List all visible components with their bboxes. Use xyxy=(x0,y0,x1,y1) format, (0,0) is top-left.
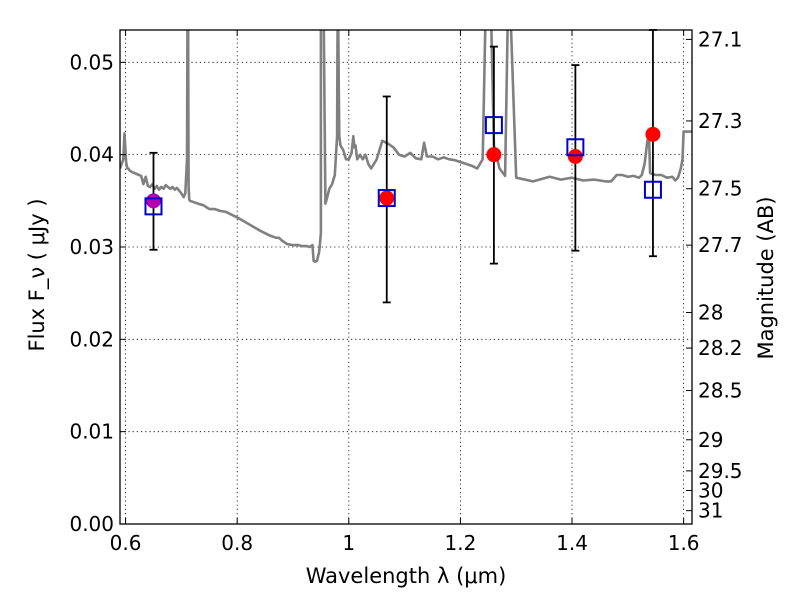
grid xyxy=(120,30,692,525)
right-tick-label: 27.7 xyxy=(698,233,743,257)
observed-point xyxy=(379,190,395,206)
model-point xyxy=(484,116,503,135)
x-axis-label: Wavelength λ (μm) xyxy=(306,564,507,588)
y-axis-ticks: 0.00 0.01 0.02 0.03 0.04 0.05 xyxy=(69,50,126,536)
observed-point xyxy=(486,147,502,163)
plot-frame xyxy=(119,29,693,525)
model-spectrum-line xyxy=(120,30,692,264)
x-tick-label: 1.6 xyxy=(668,531,700,555)
x-tick-label: 1.2 xyxy=(445,531,477,555)
x-tick-label: 0.6 xyxy=(110,531,142,555)
model-point xyxy=(643,180,662,199)
x-axis-ticks: 0.6 0.8 1 1.2 1.4 1.6 xyxy=(110,30,700,555)
y-axis-label: Flux F_ν ( μJy ) xyxy=(25,198,50,351)
right-tick-label: 27.5 xyxy=(698,177,743,201)
right-tick-label: 27.1 xyxy=(698,27,743,51)
right-tick-label: 31 xyxy=(698,499,723,523)
observed-point xyxy=(567,149,583,165)
y-tick-label: 0.02 xyxy=(69,327,114,351)
observed-point xyxy=(645,126,661,142)
right-tick-label: 28 xyxy=(698,300,723,324)
model-point xyxy=(377,189,396,208)
error-bars xyxy=(149,29,657,304)
x-tick-label: 1 xyxy=(342,531,355,555)
plot-area xyxy=(120,30,692,264)
x-tick-label: 0.8 xyxy=(221,531,253,555)
y-tick-label: 0.01 xyxy=(69,420,114,444)
right-tick-label: 29 xyxy=(698,428,723,452)
model-point xyxy=(144,197,163,216)
right-tick-label: 27.3 xyxy=(698,109,743,133)
y-tick-label: 0.04 xyxy=(69,143,114,167)
observed-point xyxy=(145,193,161,209)
y-tick-label: 0.00 xyxy=(69,512,114,536)
right-axis-label: Magnitude (AB) xyxy=(754,196,778,359)
model-point xyxy=(566,138,585,157)
y-tick-label: 0.03 xyxy=(69,235,114,259)
x-tick-label: 1.4 xyxy=(556,531,588,555)
y-tick-label: 0.05 xyxy=(69,50,114,74)
right-tick-label: 29.5 xyxy=(698,459,743,483)
right-tick-label: 28.5 xyxy=(698,379,743,403)
photometry-markers xyxy=(144,116,662,216)
right-tick-label: 28.2 xyxy=(698,336,743,360)
right-tick-label: 30 xyxy=(698,478,723,502)
